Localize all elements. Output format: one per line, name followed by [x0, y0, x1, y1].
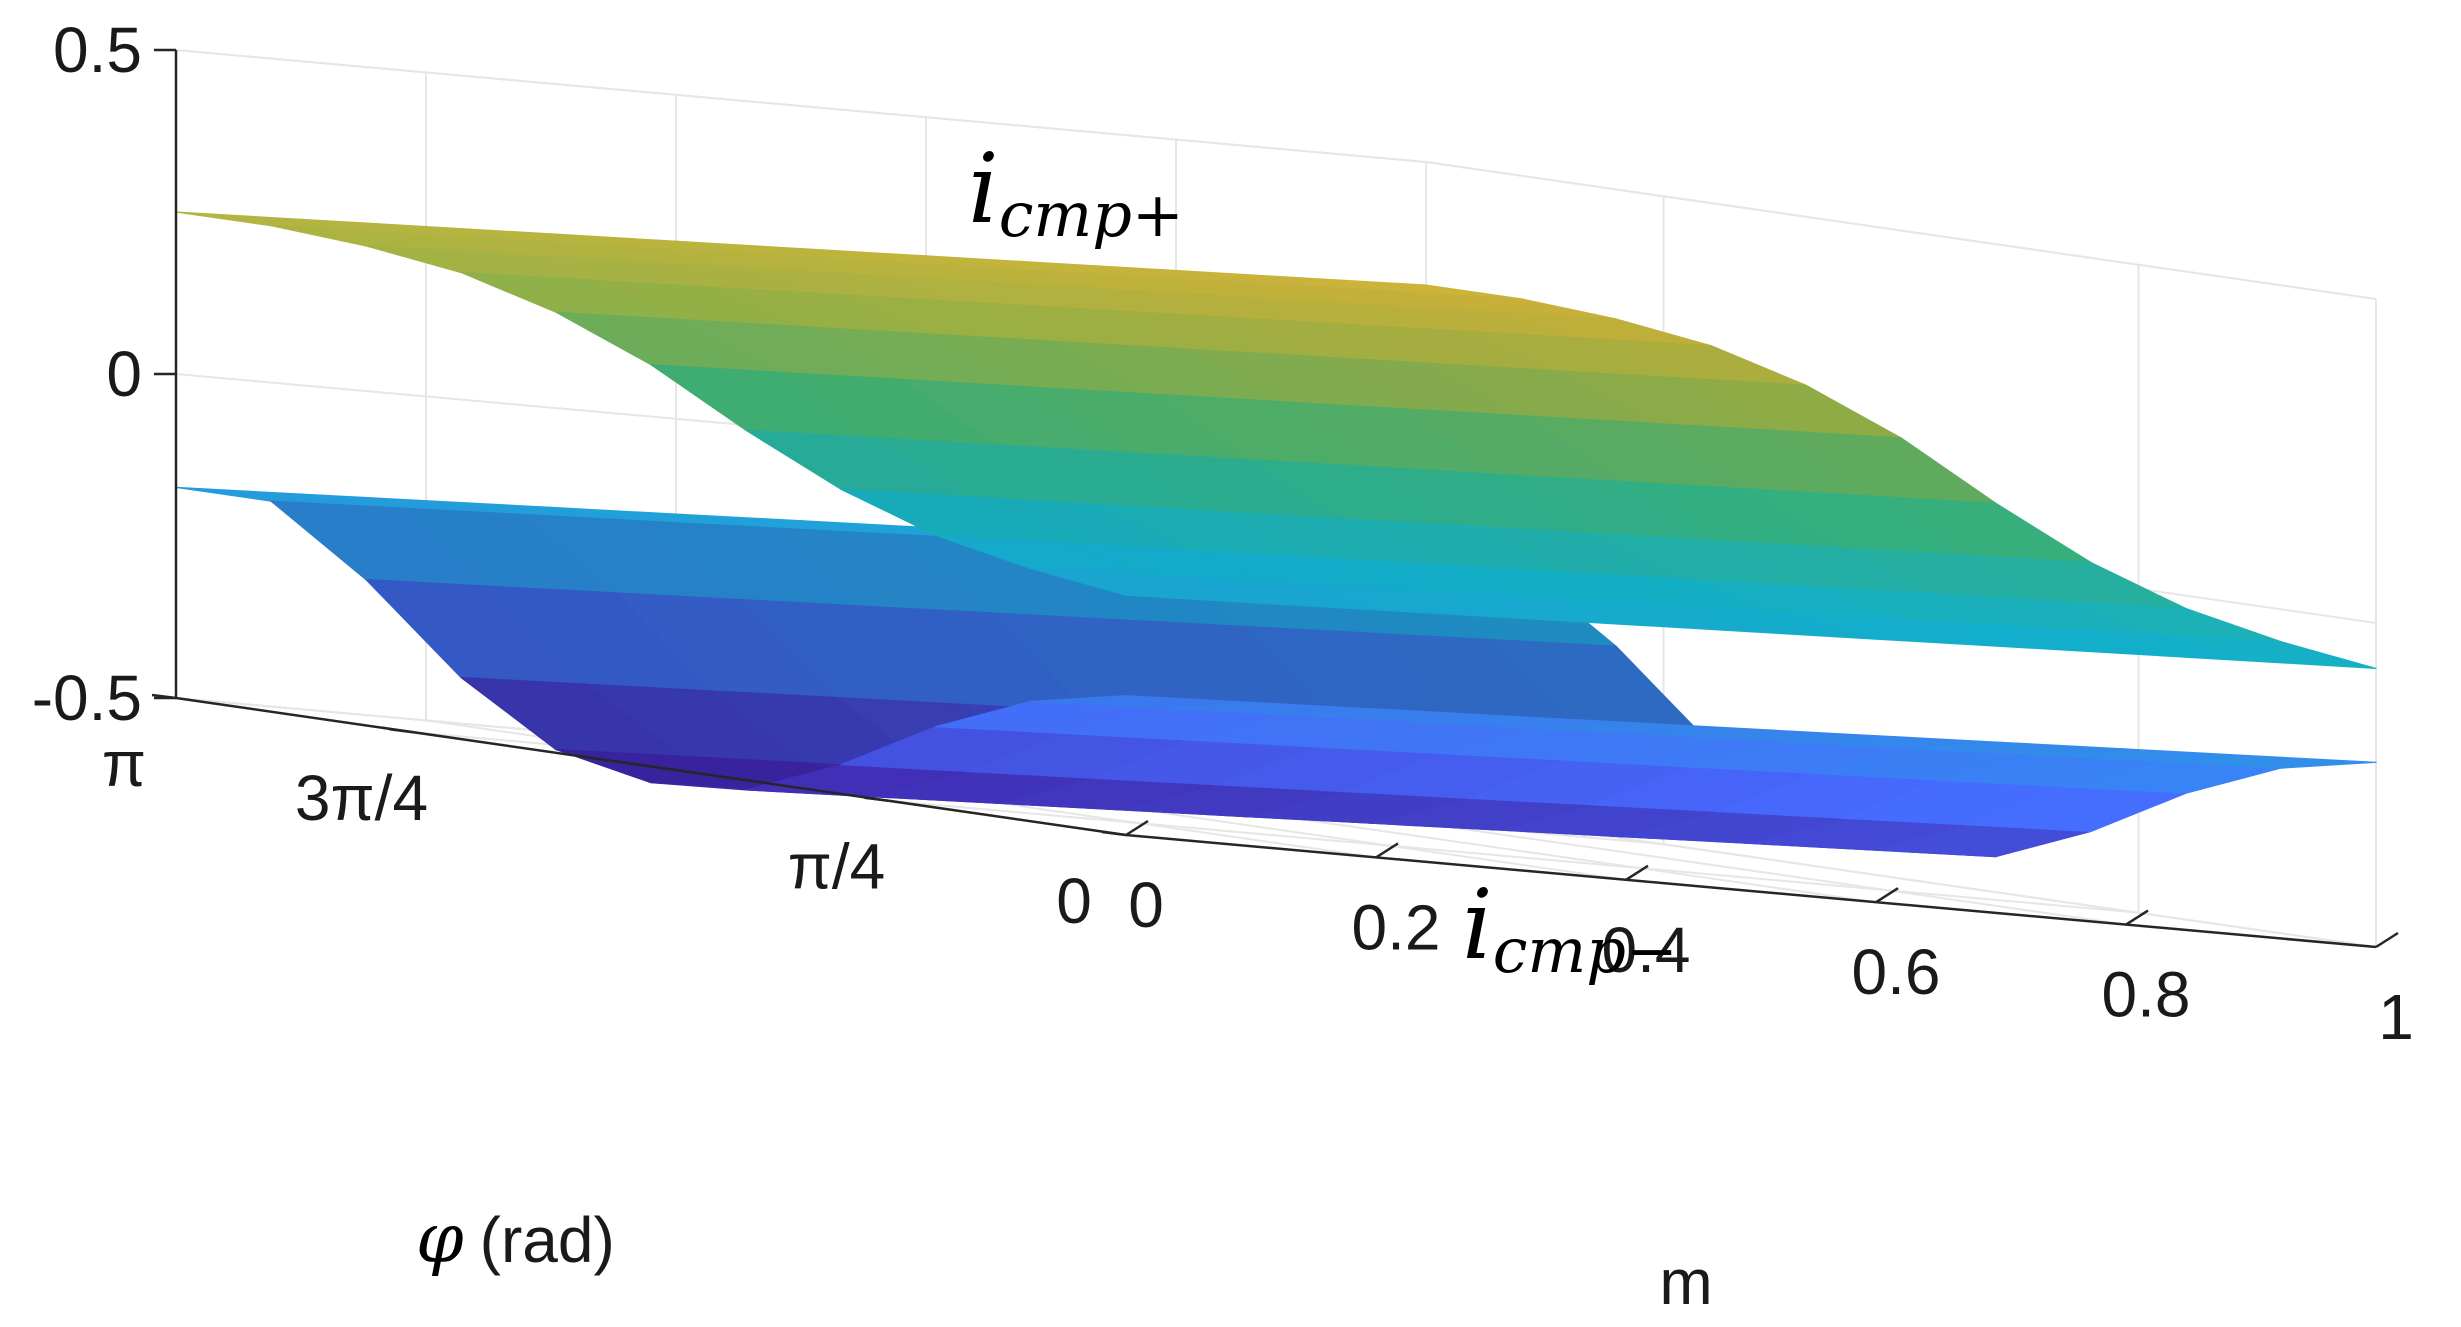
m-tick [1625, 864, 1649, 881]
m-tick [2125, 909, 2149, 926]
m-tick [2375, 931, 2399, 949]
m-tick [1125, 819, 1149, 837]
phi-tick-label: π [102, 728, 146, 800]
phi-tick-label: π/4 [788, 831, 886, 903]
m-tick-label: 0.8 [2102, 959, 2191, 1031]
x-axis-label: m [1659, 1246, 1712, 1318]
phi-tick-label: 0 [1056, 865, 1092, 937]
phi-tick [151, 693, 177, 700]
surface-layer [175, 211, 2377, 858]
surface-patch-i_cmp- [1030, 695, 1252, 709]
y-axis-label: φ (rad) [416, 1200, 615, 1279]
phi-tick [1101, 830, 1127, 837]
m-tick [1375, 842, 1399, 859]
m-tick-label: 0 [1128, 869, 1164, 941]
phi-axis-line [175, 696, 1127, 837]
m-tick-label: 0.2 [1352, 891, 1441, 963]
phi-tick [389, 728, 414, 734]
surface-patch-i_cmp+ [1030, 567, 1252, 604]
m-axis-line [1125, 833, 2377, 949]
z-tick-label: -0.5 [32, 662, 142, 734]
z-tick-label: 0 [106, 338, 142, 410]
z-tick-label: 0.5 [53, 14, 142, 86]
m-tick-label: 1 [2378, 981, 2414, 1053]
series-label-icmp-minus: icmp− [1462, 869, 1678, 987]
phi-tick [864, 796, 889, 802]
grid-line-z [175, 49, 2377, 300]
phi-tick-label: 3π/4 [295, 762, 428, 834]
series-label-icmp-plus: icmp+ [968, 133, 1184, 251]
axis-layer: -0.5 0 0.5 0 π/4 3π/4 π 0 0.2 0.4 0.6 0.8 1 [32, 14, 2414, 1053]
m-tick-label: 0.6 [1852, 936, 1941, 1008]
m-tick [1875, 887, 1899, 904]
m-tick-label: 0.4 [1602, 914, 1691, 986]
